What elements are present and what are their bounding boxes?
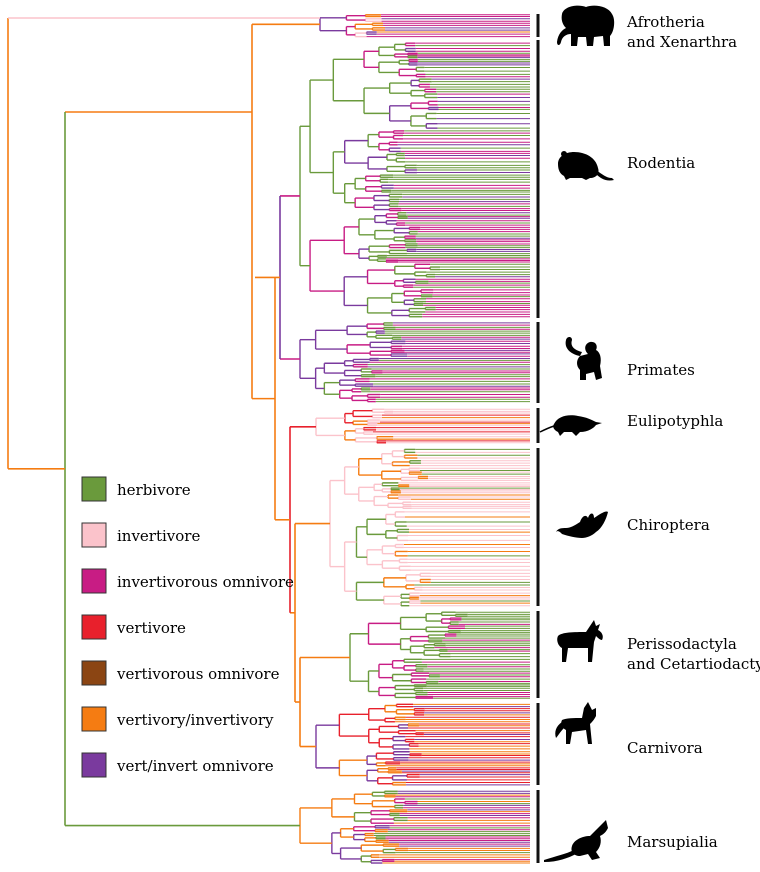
clade-label-afrotheria-2: and Xenarthra <box>627 33 737 51</box>
kangaroo-icon <box>544 820 608 862</box>
legend-swatch-vertivore <box>81 614 107 640</box>
legend-swatch-invertivore <box>81 522 107 548</box>
legend-label-vertivory-invertivory: vertivory/invertivory <box>116 711 274 729</box>
legend-label-invertivorous-omnivore: invertivorous omnivore <box>117 573 294 591</box>
legend-swatch-invertivorous-omnivore <box>81 568 107 594</box>
clade-label-primates: Primates <box>627 361 695 379</box>
legend-swatch-vertivorous-omnivore <box>81 660 107 686</box>
diet-legend: herbivore invertivore invertivorous omni… <box>81 476 294 778</box>
clade-label-rodentia: Rodentia <box>627 154 695 172</box>
legend-label-invertivore: invertivore <box>117 527 200 545</box>
clade-label-marsupialia: Marsupialia <box>627 833 718 851</box>
legend-swatch-vertivory-invertivory <box>81 706 107 732</box>
bat-icon <box>556 511 608 538</box>
primate-icon <box>565 337 602 380</box>
clade-label-ungulates-1: Perissodactyla <box>627 635 737 653</box>
elephant-icon <box>557 5 615 46</box>
legend-label-vertivore: vertivore <box>116 619 186 637</box>
legend-label-herbivore: herbivore <box>117 481 191 499</box>
clade-label-ungulates-2: and Cetartiodactyla <box>627 655 760 673</box>
legend-swatch-herbivore <box>81 476 107 502</box>
legend-label-vertivorous-omnivore: vertivorous omnivore <box>116 665 280 683</box>
clade-labels: Afrotheria and Xenarthra Rodentia Primat… <box>626 13 760 851</box>
legend-swatch-vert-invert-omnivore <box>81 752 107 778</box>
phylogenetic-tree <box>7 14 530 864</box>
rodent-icon <box>558 151 614 181</box>
clade-label-afrotheria-1: Afrotheria <box>626 13 705 31</box>
legend-label-vert-invert-omnivore: vert/invert omnivore <box>116 757 274 775</box>
clade-label-carnivora: Carnivora <box>627 739 703 757</box>
clade-label-eulipotyphla: Eulipotyphla <box>627 412 723 430</box>
clade-label-chiroptera: Chiroptera <box>627 516 710 534</box>
shrew-icon <box>539 415 602 436</box>
ungulate-icon <box>557 620 603 662</box>
fox-icon <box>555 702 596 744</box>
